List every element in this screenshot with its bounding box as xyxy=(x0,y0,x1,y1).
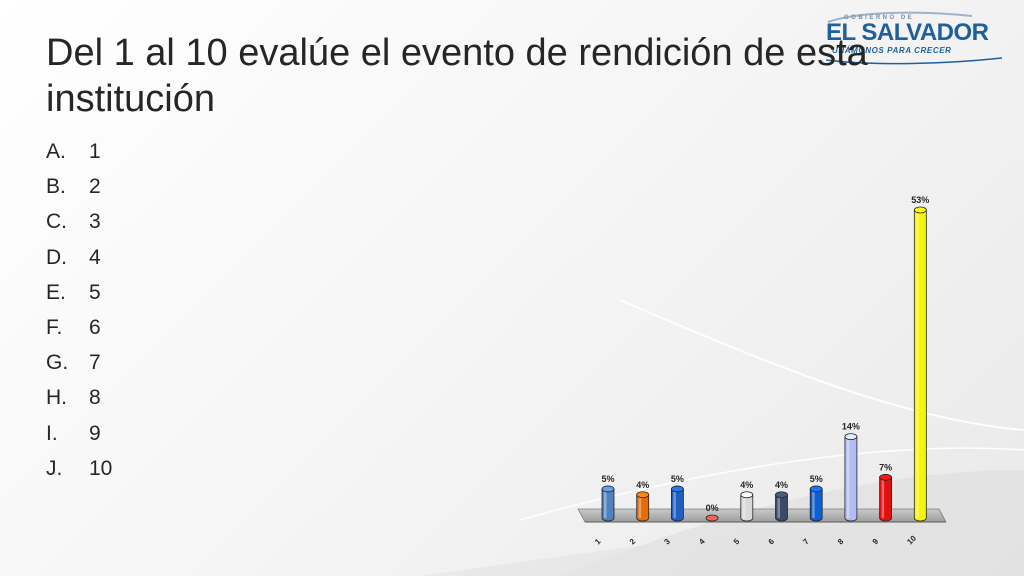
option-letter: J. xyxy=(46,456,63,480)
option-value: 3 xyxy=(89,210,101,234)
option-value: 9 xyxy=(89,421,101,445)
option-letter: C. xyxy=(46,210,67,234)
data-label: 5% xyxy=(601,474,614,484)
option-letter: D. xyxy=(46,245,67,269)
x-tick-label: 1 xyxy=(593,537,603,547)
option-letter: A. xyxy=(46,140,66,163)
option-value: 4 xyxy=(89,245,101,269)
bar-cylinder-4 xyxy=(705,514,719,522)
x-tick-label: 3 xyxy=(662,537,672,547)
data-label: 4% xyxy=(775,480,788,490)
data-label: 5% xyxy=(810,474,823,484)
bar-cylinder-8 xyxy=(844,433,858,522)
x-tick-label: 6 xyxy=(767,537,777,547)
x-tick-label: 7 xyxy=(801,537,811,547)
x-tick-label: 5 xyxy=(732,537,742,547)
option-value: 10 xyxy=(89,456,113,480)
data-label: 4% xyxy=(636,480,649,490)
option-value: 1 xyxy=(89,140,101,163)
option-value: 6 xyxy=(89,315,101,339)
bar-cylinder-3 xyxy=(671,485,684,522)
bar-cylinder-1 xyxy=(601,485,615,522)
option-letter: B. xyxy=(46,175,66,199)
option-letter: F. xyxy=(46,315,63,339)
bar-cylinder-5 xyxy=(740,491,754,522)
logo-main-text: EL SALVADOR xyxy=(826,19,989,46)
x-tick-label: 10 xyxy=(905,533,918,546)
bar-cylinder-7 xyxy=(809,485,823,522)
x-tick-label: 2 xyxy=(628,537,638,547)
option-value: 2 xyxy=(89,175,101,199)
option-value: 5 xyxy=(89,280,101,304)
x-tick-label: 8 xyxy=(836,537,846,547)
bar-cylinder-9 xyxy=(879,473,892,522)
data-label: 5% xyxy=(671,474,684,484)
x-tick-label: 4 xyxy=(697,537,707,547)
data-label: 53% xyxy=(911,195,929,205)
x-tick-label: 9 xyxy=(871,537,881,547)
option-letter: I. xyxy=(46,421,58,445)
bar-cylinder-2 xyxy=(636,491,650,522)
option-letter: G. xyxy=(46,351,69,375)
logo-tagline: UNÁMONOS PARA CRECER xyxy=(832,46,952,55)
data-label: 4% xyxy=(740,480,753,490)
data-label: 14% xyxy=(842,422,860,432)
option-value: 7 xyxy=(89,351,101,375)
option-letter: E. xyxy=(46,280,66,304)
option-value: 8 xyxy=(89,386,101,410)
data-label: 7% xyxy=(879,462,892,472)
slide-title: Del 1 al 10 evalúe el evento de rendició… xyxy=(46,32,868,120)
logo-swoosh-icon xyxy=(826,11,1003,65)
bar-cylinder-6 xyxy=(775,491,788,522)
bar-cylinder-10 xyxy=(913,206,927,522)
data-label: 0% xyxy=(706,503,719,513)
el-salvador-logo: GOBIERNO DE EL SALVADOR UNÁMONOS PARA CR… xyxy=(826,8,1006,66)
logo-small-text: GOBIERNO DE xyxy=(844,15,915,21)
option-letter: H. xyxy=(46,386,67,410)
